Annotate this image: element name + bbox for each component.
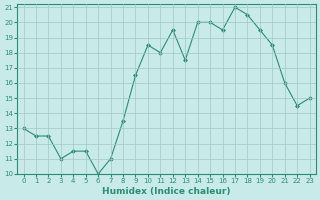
- X-axis label: Humidex (Indice chaleur): Humidex (Indice chaleur): [102, 187, 231, 196]
